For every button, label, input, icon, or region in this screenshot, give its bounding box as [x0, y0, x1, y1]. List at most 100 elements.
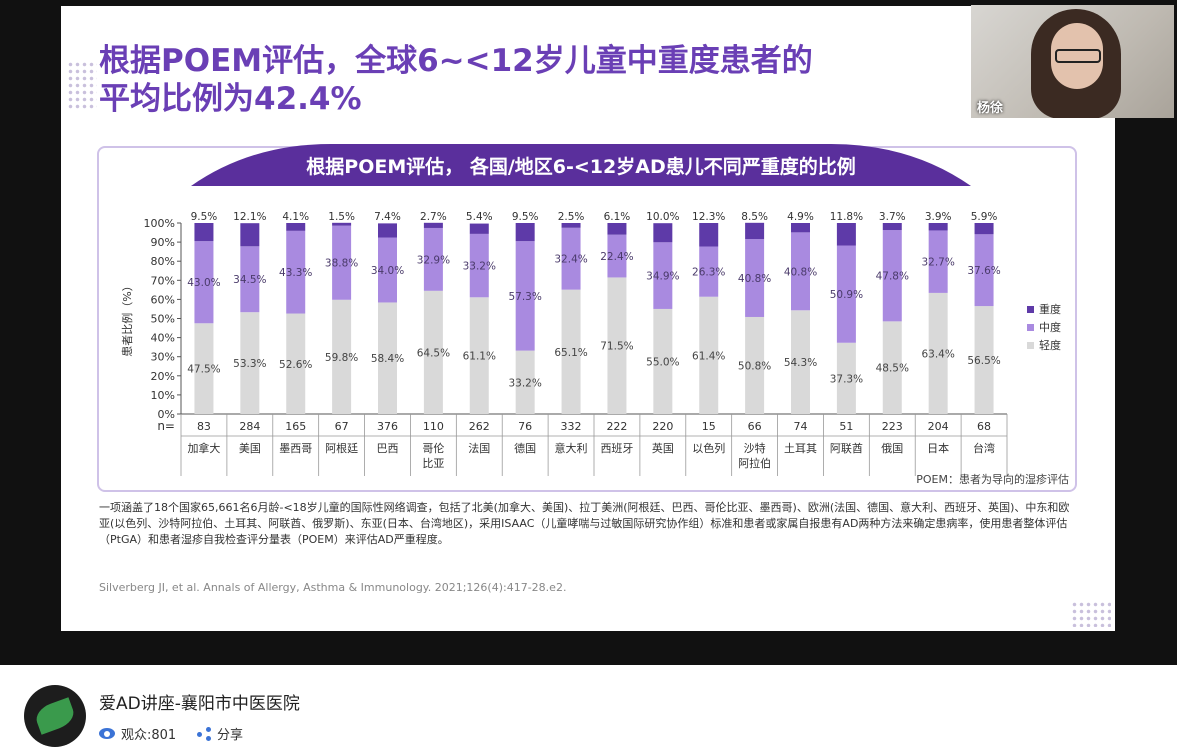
bar-severe [836, 223, 856, 246]
dot-pattern [67, 61, 97, 111]
data-label: 40.8% [784, 266, 817, 278]
data-label: 6.1% [604, 211, 631, 223]
legend-swatch [1027, 324, 1034, 331]
n-value: 15 [702, 420, 716, 433]
bar-moderate [699, 246, 719, 297]
bar-severe [332, 222, 352, 226]
category-label: 日本 [927, 441, 949, 455]
bar-severe [653, 223, 673, 243]
n-value: 68 [977, 420, 991, 433]
data-label: 9.5% [512, 211, 539, 223]
presentation-slide: 根据POEM评估，全球6~<12岁儿童中重度患者的 平均比例为42.4% 根据P… [61, 6, 1115, 631]
chart-banner [191, 144, 971, 186]
category-label: 阿拉伯 [738, 456, 771, 470]
presenter-glasses [1055, 49, 1101, 63]
data-label: 9.5% [191, 211, 218, 223]
chart-frame [97, 146, 1077, 492]
bar-moderate [836, 245, 856, 343]
category-label: 土耳其 [784, 442, 817, 455]
legend-label: 重度 [1039, 302, 1061, 316]
category-label: 德国 [514, 441, 536, 455]
slide-title: 根据POEM评估，全球6~<12岁儿童中重度患者的 平均比例为42.4% [99, 42, 813, 118]
category-label: 阿联酋 [830, 441, 863, 455]
n-value: 220 [652, 420, 673, 433]
data-label: 2.5% [558, 211, 585, 223]
bar-moderate [882, 230, 902, 322]
data-label: 34.5% [233, 274, 266, 286]
dot-pattern [1071, 601, 1111, 627]
bar-severe [791, 223, 810, 233]
data-label: 34.9% [646, 271, 679, 283]
data-label: 54.3% [784, 357, 817, 369]
bar-severe [194, 223, 214, 242]
y-tick-label: 90% [151, 236, 175, 249]
category-label: 比亚 [422, 457, 444, 470]
n-value: 83 [197, 420, 211, 433]
bar-severe [515, 223, 535, 242]
bar-moderate [928, 230, 948, 293]
data-label: 32.9% [417, 254, 450, 266]
bar-moderate [561, 227, 581, 290]
data-label: 32.4% [554, 254, 587, 266]
share-button[interactable]: 分享 [197, 724, 243, 743]
share-icon [197, 726, 211, 741]
data-label: 57.3% [508, 291, 541, 303]
data-label: 59.8% [325, 352, 358, 364]
category-label: 加拿大 [187, 441, 220, 455]
n-value: 262 [469, 420, 490, 433]
bar-mild [836, 342, 856, 414]
bar-severe [928, 223, 948, 231]
bar-mild [653, 308, 673, 414]
category-label: 西班牙 [600, 442, 633, 455]
data-label: 37.6% [967, 265, 1000, 277]
chart-footnote: POEM：患者为导向的湿疹评估 [916, 472, 1069, 486]
data-label: 22.4% [600, 251, 633, 263]
data-label: 37.3% [830, 373, 863, 385]
channel-avatar[interactable] [24, 685, 86, 747]
y-axis-label: 患者比例（%） [120, 280, 134, 356]
category-label: 法国 [468, 441, 490, 455]
n-value: 204 [928, 420, 949, 433]
bar-severe [286, 223, 306, 231]
reference: Silverberg JI, et al. Annals of Allergy,… [99, 581, 567, 594]
category-label: 沙特 [744, 441, 766, 455]
data-label: 33.2% [508, 377, 541, 389]
data-label: 50.8% [738, 360, 771, 372]
bar-moderate [423, 227, 443, 291]
data-label: 52.6% [279, 359, 312, 371]
y-tick-label: 40% [151, 332, 175, 345]
bar-mild [332, 299, 352, 414]
y-tick-label: 20% [151, 370, 175, 383]
y-tick-label: 80% [151, 255, 175, 268]
bar-mild [286, 313, 306, 414]
legend-label: 轻度 [1039, 338, 1061, 352]
bar-moderate [974, 234, 994, 307]
data-label: 61.1% [463, 351, 496, 363]
data-label: 40.8% [738, 273, 771, 285]
data-label: 43.3% [279, 267, 312, 279]
bar-moderate [791, 232, 810, 311]
n-value: 223 [882, 420, 903, 433]
data-label: 26.3% [692, 267, 725, 279]
category-label: 阿根廷 [325, 441, 358, 455]
chart-banner-text: 根据POEM评估， 各国/地区6-<12岁AD患儿不同严重度的比例 [306, 156, 856, 178]
n-value: 66 [748, 420, 762, 433]
y-tick-label: 30% [151, 351, 175, 364]
data-label: 33.2% [463, 261, 496, 273]
bar-mild [928, 292, 948, 414]
n-value: 74 [794, 420, 808, 433]
bar-moderate [194, 241, 214, 324]
slide-title-line2: 平均比例为42.4% [99, 81, 362, 117]
bar-severe [882, 223, 902, 231]
study-note: 一项涵盖了18个国家65,661名6月龄-<18岁儿童的国际性网络调查，包括了北… [99, 501, 1070, 546]
data-label: 50.9% [830, 289, 863, 301]
bar-mild [974, 306, 994, 414]
bar-severe [699, 223, 719, 247]
screen-share-stage: 根据POEM评估，全球6~<12岁儿童中重度患者的 平均比例为42.4% 根据P… [0, 0, 1177, 665]
data-label: 58.4% [371, 353, 404, 365]
bar-mild [607, 277, 627, 414]
data-label: 5.9% [971, 211, 998, 223]
bar-severe [607, 223, 627, 235]
bar-mild [240, 312, 260, 414]
bar-mild [882, 321, 902, 414]
